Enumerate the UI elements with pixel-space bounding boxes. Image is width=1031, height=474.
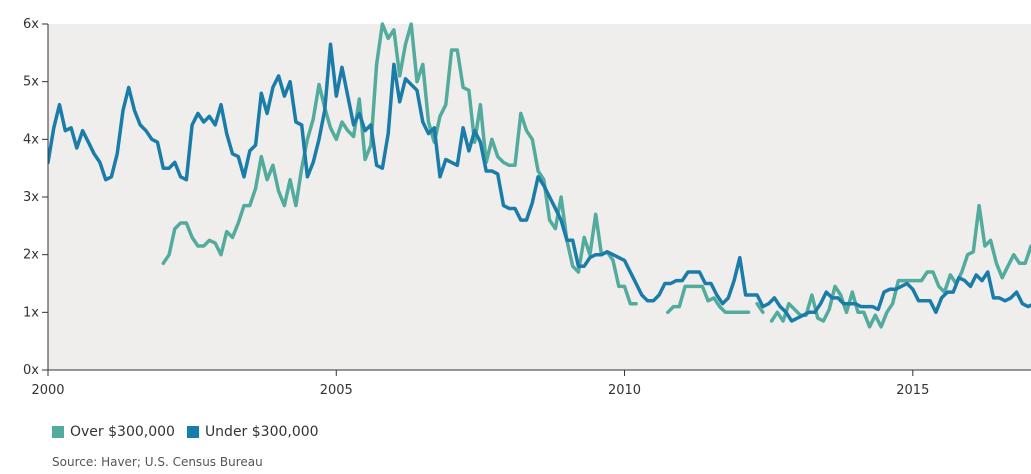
y-tick-label: 0x [23, 363, 39, 378]
legend: Over $300,000 Under $300,000 [52, 424, 319, 440]
y-tick-label: 2x [23, 248, 39, 263]
x-axis: 2000 2005 2010 2015 [31, 370, 929, 398]
series-line-over-300k [666, 284, 751, 315]
y-tick-label: 6x [23, 17, 39, 32]
legend-item-under-300k: Under $300,000 [186, 424, 319, 440]
legend-label-under-300k: Under $300,000 [204, 424, 319, 440]
legend-label-over-300k: Over $300,000 [70, 424, 175, 440]
y-tick-label: 1x [23, 305, 39, 320]
plot-background [48, 24, 1031, 370]
x-tick-label: 2000 [31, 383, 64, 398]
y-tick-label: 4x [23, 132, 39, 147]
y-tick-label: 5x [23, 75, 39, 90]
legend-swatch-under-300k [186, 426, 199, 438]
y-tick-label: 3x [23, 190, 39, 205]
x-tick-label: 2010 [608, 383, 641, 398]
series-layer [48, 22, 1031, 329]
series-line-under-300k [48, 42, 1031, 323]
legend-item-over-300k: Over $300,000 [52, 424, 175, 440]
legend-swatch-over-300k [52, 426, 64, 438]
line-chart: 0x 1x 2x 3x 4x 5x 6x 2000 2005 2010 2015 [23, 17, 1031, 398]
series-line-over-300k [769, 203, 1031, 329]
series-line-over-300k [161, 22, 638, 306]
y-axis: 0x 1x 2x 3x 4x 5x 6x [23, 17, 48, 378]
x-tick-label: 2005 [320, 383, 353, 398]
x-tick-label: 2015 [896, 383, 929, 398]
source-note: Source: Haver; U.S. Census Bureau [52, 455, 263, 469]
series-line-over-300k [755, 301, 765, 315]
